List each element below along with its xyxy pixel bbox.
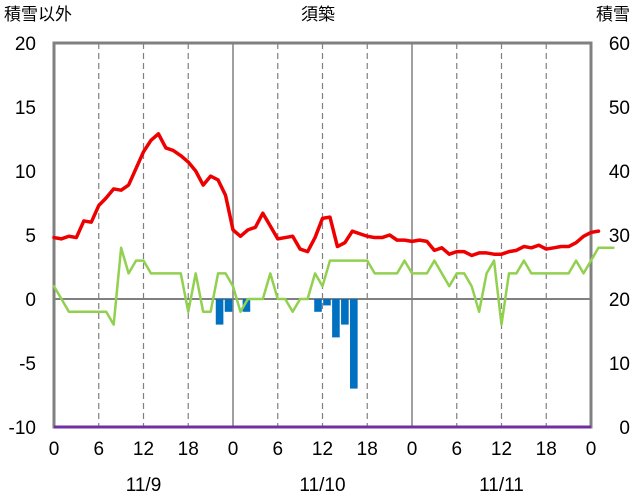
y-tick-label: 0 [25,290,36,311]
x-tick-label: 18 [536,439,557,460]
y2-tick-label: 30 [609,226,630,247]
x-tick-label: 6 [93,439,104,460]
y2-tick-label: 60 [609,34,630,55]
y2-tick-label: 40 [609,162,630,183]
x-tick-label: 0 [49,439,60,460]
right-axis-title: 積雪 [596,5,630,25]
precip-bar [224,299,233,312]
x-tick-label: 12 [312,439,333,460]
temperature-series [52,132,601,258]
x-tick-label: 0 [228,439,239,460]
precip-bar [215,299,224,325]
y2-tick-label: 0 [619,418,630,439]
y2-tick-label: 10 [609,354,630,375]
y-tick-label: 10 [15,162,36,183]
precip-bar [350,299,358,389]
precip-bar [314,299,322,312]
x-tick-label: 0 [407,439,418,460]
y-tick-label: -10 [9,418,36,439]
precip-bar [323,299,331,306]
date-label: 11/9 [126,475,162,496]
precip-bar [242,299,251,312]
wind-series [52,246,615,326]
x-tick-label: 12 [491,439,512,460]
wind-line [52,246,615,326]
y2-tick-label: 50 [609,98,630,119]
precip-bar [332,299,340,338]
x-tick-label: 6 [272,439,283,460]
date-label: 11/10 [299,475,345,496]
y-tick-label: -5 [19,354,36,375]
x-tick-label: 6 [451,439,462,460]
y-tick-label: 20 [15,34,36,55]
precip-bar [341,299,349,325]
x-tick-label: 18 [178,439,199,460]
x-tick-label: 18 [357,439,378,460]
temperature-line [52,132,601,258]
y-tick-label: 5 [25,226,36,247]
x-tick-label: 0 [586,439,597,460]
date-label: 11/11 [479,475,524,496]
left-axis-title: 積雪以外 [4,5,72,25]
x-tick-label: 12 [133,439,154,460]
y-tick-label: 15 [15,98,36,119]
chart-title: 須築 [301,5,335,25]
precipitation-series [215,299,358,389]
grid-lines [98,43,547,427]
y2-tick-label: 20 [609,290,630,311]
